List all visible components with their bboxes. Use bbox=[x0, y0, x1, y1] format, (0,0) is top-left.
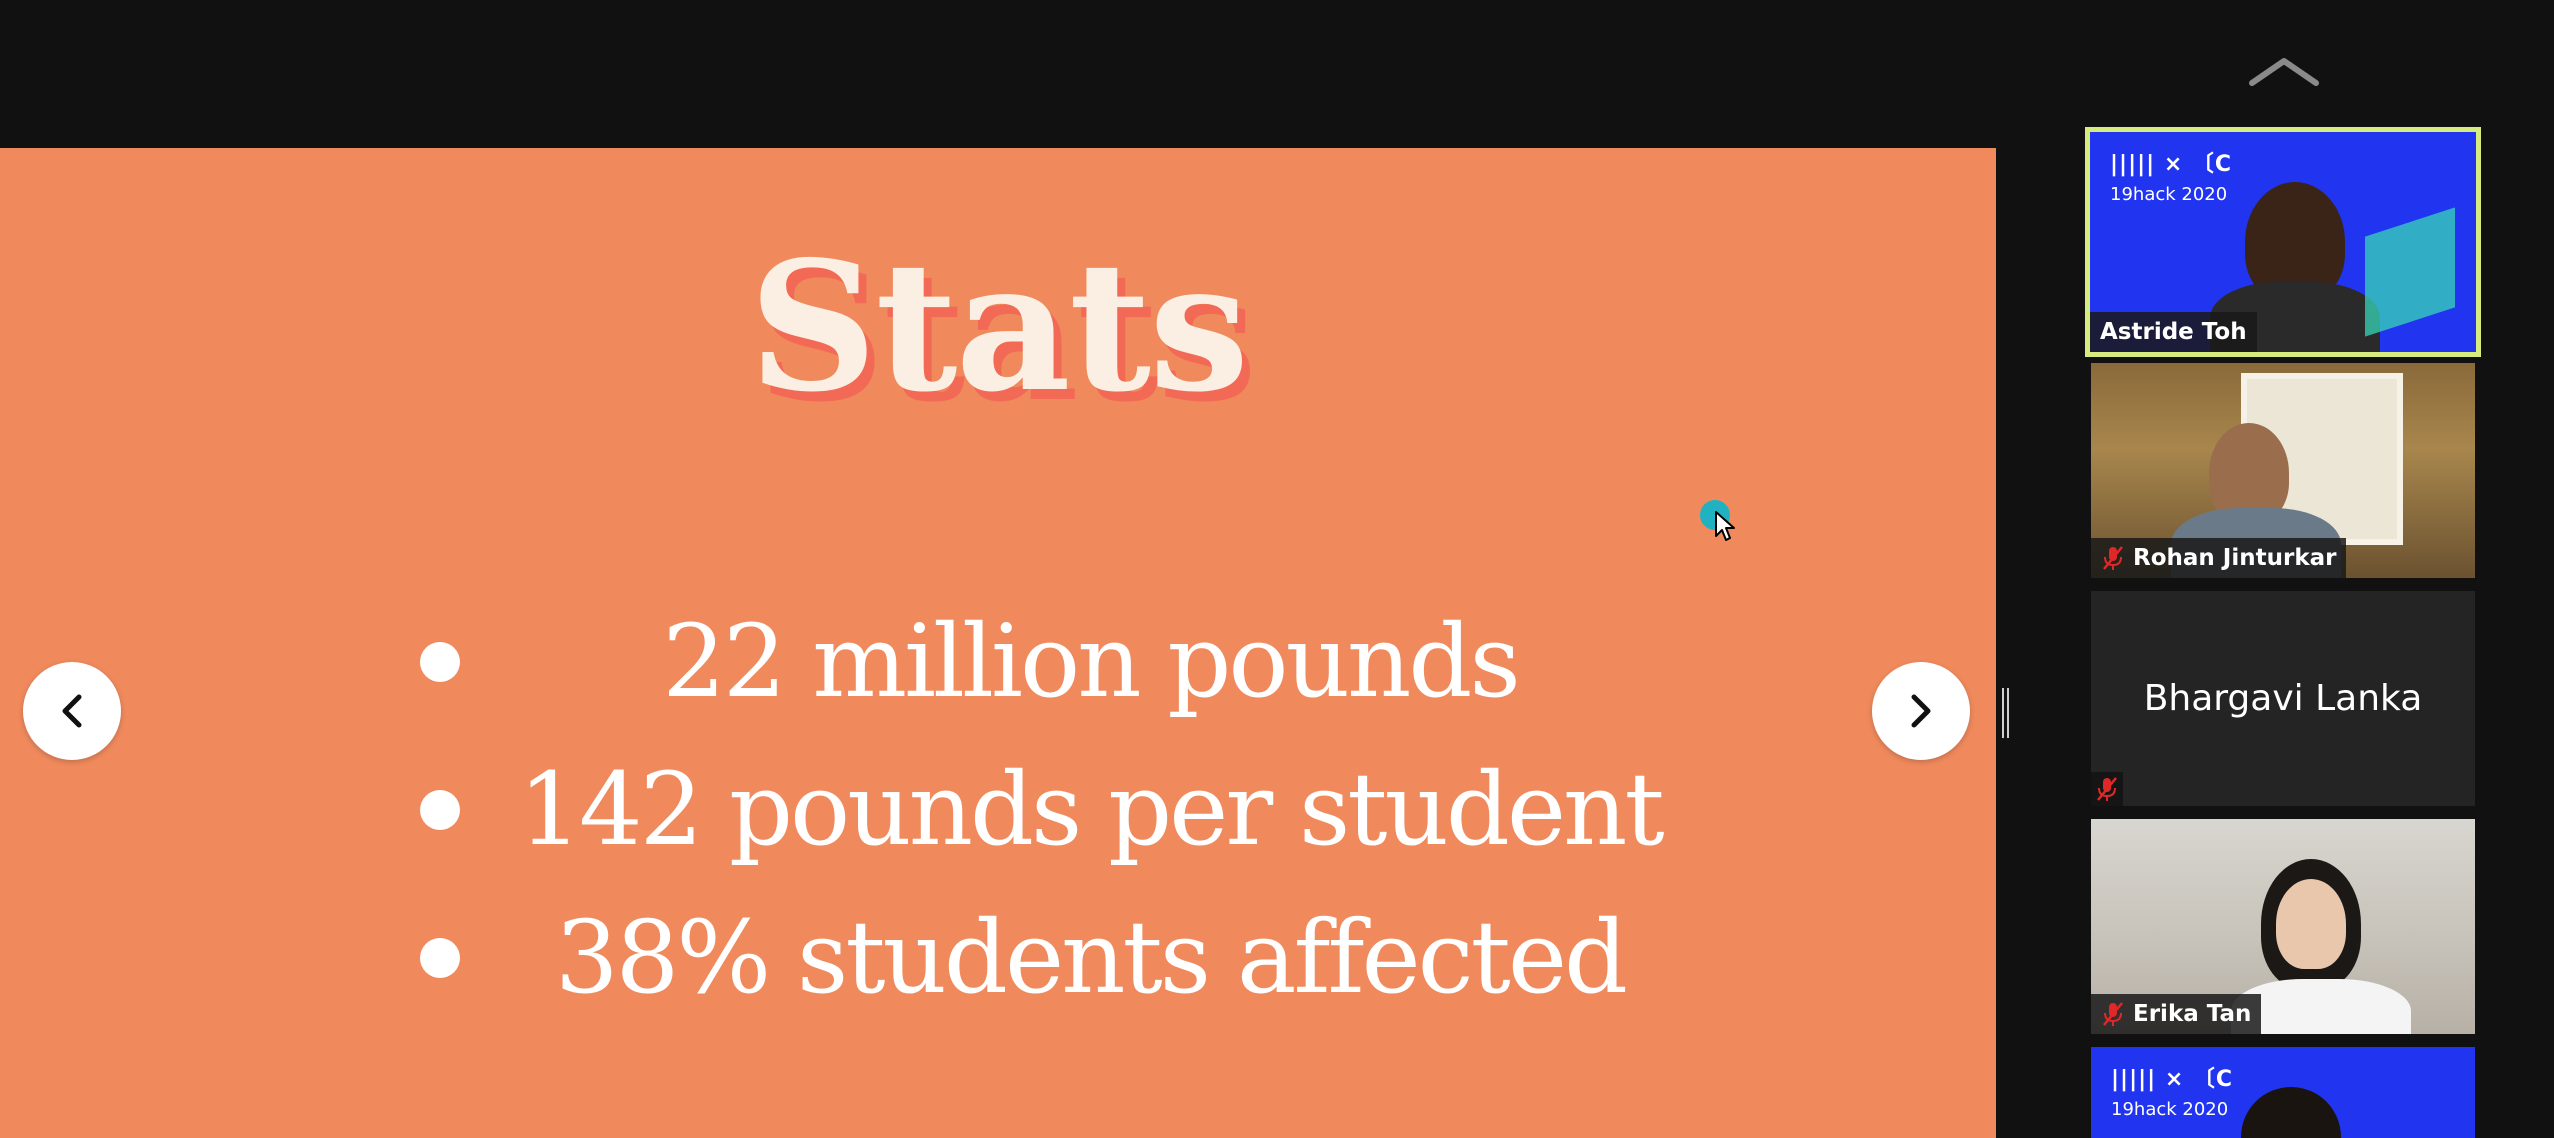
participant-video bbox=[2209, 423, 2289, 523]
participant-name-label: Rohan Jinturkar bbox=[2091, 538, 2347, 578]
microphone-muted-icon bbox=[2103, 1002, 2123, 1026]
microphone-muted-icon bbox=[2097, 777, 2117, 801]
slide-bullet: 22 million pounds bbox=[420, 588, 1680, 736]
participant-tile[interactable]: Bhargavi Lanka bbox=[2091, 591, 2475, 806]
participant-tile[interactable]: ||||| × 〔C 19hack 2020 Astride Toh bbox=[2085, 127, 2481, 357]
slide-bullet-text: 38% students affected bbox=[554, 899, 1628, 1016]
chevron-left-icon bbox=[62, 694, 82, 728]
slide-bullet-text: 142 pounds per student bbox=[518, 751, 1664, 868]
slide-title: Stats bbox=[748, 222, 1250, 431]
next-slide-button[interactable] bbox=[1872, 662, 1970, 760]
bullet-dot-icon bbox=[420, 642, 460, 682]
bullet-dot-icon bbox=[420, 938, 460, 978]
hackathon-logo-icon: ||||| × 〔C bbox=[2110, 152, 2233, 177]
background-illustration bbox=[2365, 207, 2455, 337]
participant-name-label: Bhargavi Lanka bbox=[2143, 678, 2423, 719]
slide-bullet: 38% students affected bbox=[420, 884, 1680, 1032]
shared-slide: Stats 22 million pounds 142 pounds per s… bbox=[0, 148, 1996, 1138]
chevron-right-icon bbox=[1911, 694, 1931, 728]
slide-bullet-list: 22 million pounds 142 pounds per student… bbox=[420, 588, 1680, 1032]
microphone-muted-icon bbox=[2103, 546, 2123, 570]
participant-video bbox=[2241, 1087, 2341, 1138]
mouse-pointer-icon bbox=[1715, 511, 1735, 541]
participant-tile[interactable]: Erika Tan bbox=[2091, 819, 2475, 1034]
hackathon-logo-icon: ||||| × 〔C bbox=[2111, 1067, 2234, 1092]
slide-bullet: 142 pounds per student bbox=[420, 736, 1680, 884]
panel-resize-handle[interactable] bbox=[2001, 688, 2009, 738]
virtual-background-brand: ||||| × 〔C 19hack 2020 bbox=[2110, 146, 2232, 205]
bullet-dot-icon bbox=[420, 790, 460, 830]
chevron-up-icon bbox=[2249, 58, 2319, 86]
collapse-gallery-button[interactable] bbox=[2248, 52, 2320, 92]
participant-tile[interactable]: ||||| × 〔C 19hack 2020 bbox=[2091, 1047, 2475, 1138]
mute-indicator bbox=[2091, 772, 2123, 806]
top-bar bbox=[0, 0, 2554, 148]
participant-name-label: Erika Tan bbox=[2091, 994, 2262, 1034]
virtual-background-brand: ||||| × 〔C 19hack 2020 bbox=[2111, 1061, 2233, 1120]
previous-slide-button[interactable] bbox=[23, 662, 121, 760]
participant-tile[interactable]: Rohan Jinturkar bbox=[2091, 363, 2475, 578]
slide-bullet-text: 22 million pounds bbox=[662, 603, 1521, 720]
participant-name-label: Astride Toh bbox=[2090, 312, 2257, 352]
